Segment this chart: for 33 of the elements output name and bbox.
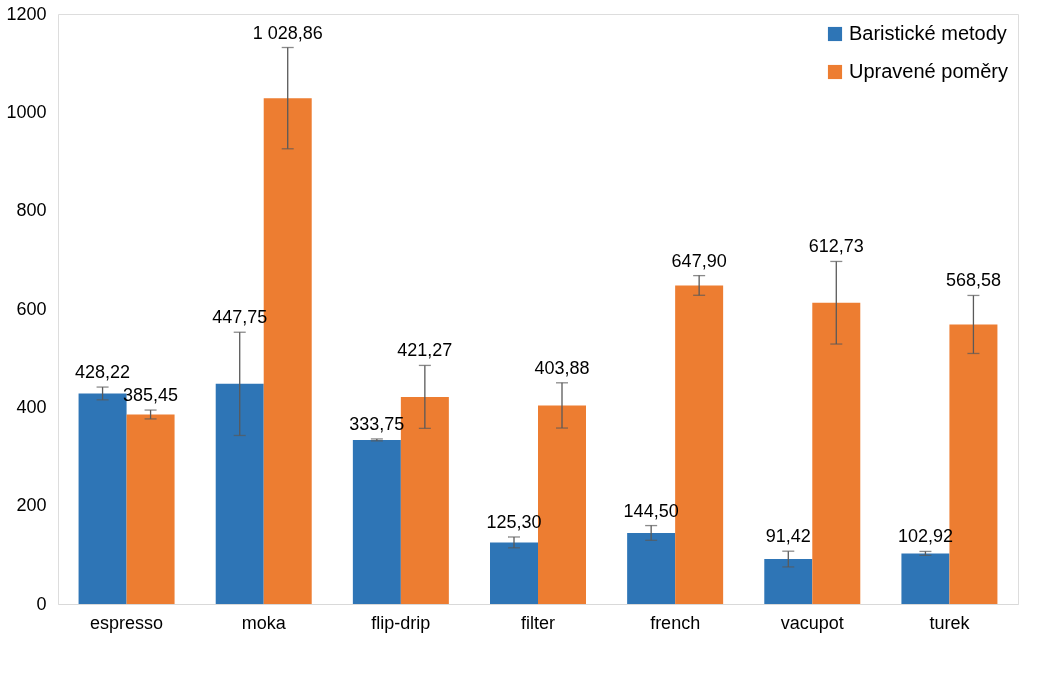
bar [812,302,861,604]
data-label: 421,27 [397,340,453,361]
data-label: 403,88 [534,357,590,378]
y-tick-label: 600 [16,298,47,319]
x-tick-label: turek [929,612,971,633]
x-tick-label: vacupot [780,612,844,633]
x-tick-label: filter [520,612,556,633]
legend-label: Upravené poměry [849,60,1008,82]
bar [126,414,175,604]
y-tick-label: 800 [16,200,47,221]
data-label: 91,42 [765,526,811,547]
x-tick-label: flip-drip [371,612,431,633]
y-tick-label: 0 [36,593,47,614]
data-label: 612,73 [808,236,864,257]
bar [901,553,950,604]
legend-label: Baristické metody [849,22,1007,44]
bar [215,383,264,604]
bar [764,559,813,604]
bar [490,542,538,604]
x-tick-label: espresso [90,612,164,633]
data-label: 385,45 [123,385,179,406]
bar [627,532,676,604]
bar [352,439,401,604]
y-tick-label: 1000 [6,101,47,122]
x-tick-label: moka [241,612,287,633]
x-tick-label: french [650,612,701,633]
data-label: 1 028,86 [252,22,323,43]
y-tick-label: 400 [16,396,47,417]
y-tick-label: 200 [16,495,47,516]
data-label: 428,22 [75,362,131,383]
data-label: 568,58 [945,270,1001,291]
y-tick-label: 1200 [6,3,47,24]
data-label: 647,90 [671,250,727,271]
